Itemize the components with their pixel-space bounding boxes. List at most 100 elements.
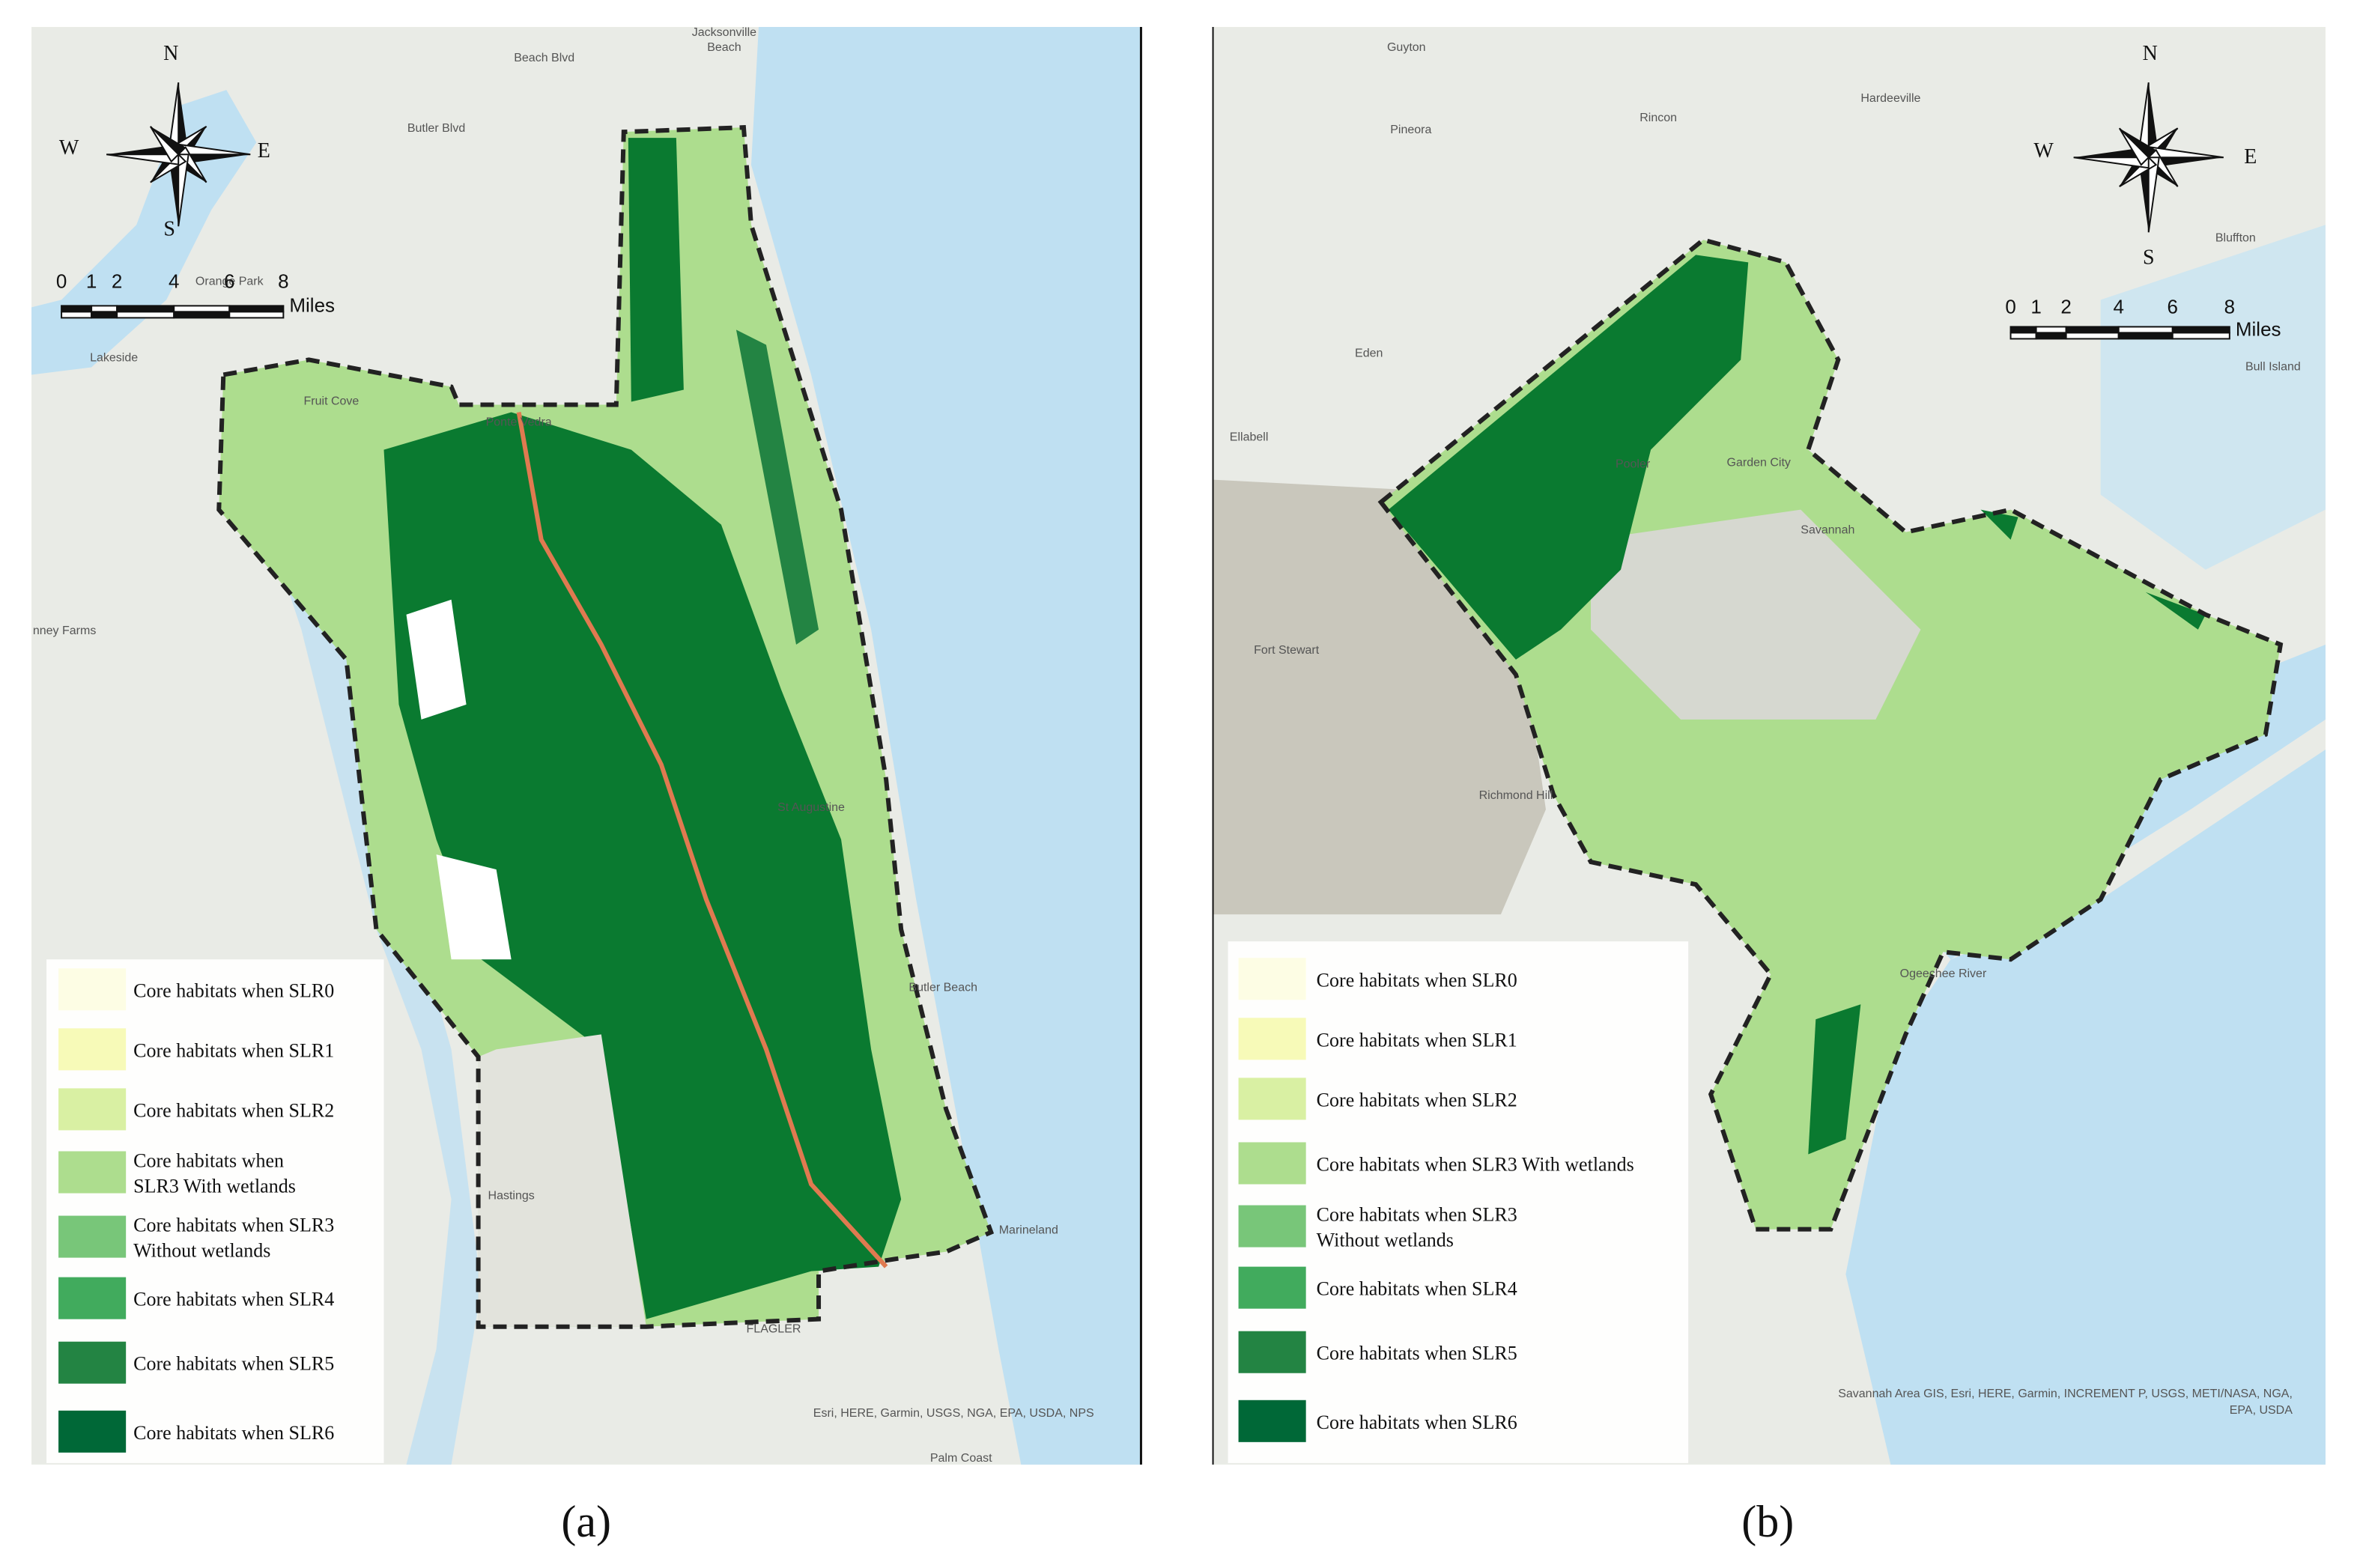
place-label: Marineland: [999, 1224, 1058, 1237]
scale-label: 8: [278, 270, 288, 292]
legend-swatch: [58, 1277, 127, 1319]
scale-unit: Miles: [2236, 317, 2281, 340]
scale-unit: Miles: [289, 294, 335, 316]
place-label: Ponte Vedra: [486, 416, 552, 429]
scale-label: 2: [112, 270, 122, 292]
legend-label: Core habitats when SLR3: [1317, 1204, 1517, 1226]
scale-segment: [116, 305, 175, 313]
legend-swatch: [58, 1028, 127, 1071]
legend-swatch: [58, 968, 127, 1011]
legend-swatch: [58, 1151, 127, 1194]
scale-label: 2: [2060, 295, 2071, 317]
place-label: Ellabell: [1230, 431, 1269, 444]
scale-segment: [116, 311, 175, 319]
urban-area: [1591, 509, 1921, 720]
attribution: Esri, HERE, Garmin, USGS, NGA, EPA, USDA…: [813, 1407, 1094, 1420]
scale-segment: [2009, 326, 2037, 334]
legend-label: Core habitats when SLR4: [133, 1289, 334, 1310]
legend-label: Core habitats when SLR1: [133, 1039, 334, 1061]
legend-label: Core habitats when SLR2: [1317, 1089, 1517, 1110]
compass-point: [149, 126, 180, 163]
gap: [478, 1034, 646, 1327]
gap: [406, 599, 467, 720]
legend-swatch: [1238, 1331, 1306, 1373]
place-label: Beach: [707, 41, 741, 54]
scale-segment: [61, 311, 93, 319]
scale-label: 4: [169, 270, 179, 292]
compass-east: E: [258, 139, 270, 162]
legend-label: Core habitats when SLR5: [133, 1353, 334, 1375]
legend-swatch: [58, 1410, 127, 1453]
scale-segment: [91, 305, 118, 313]
scale-label: 1: [86, 270, 97, 292]
compass-point: [106, 154, 180, 165]
scale-segment: [2171, 326, 2230, 334]
compass: [2073, 82, 2224, 233]
place-label: Bluffton: [2215, 231, 2256, 244]
place-label: Pineora: [1390, 124, 1431, 136]
core-habitat: [1388, 255, 1749, 660]
place-label: Ogeechee River: [1900, 967, 1987, 980]
legend-label: Core habitats when SLR3 With wetlands: [1317, 1153, 1634, 1175]
legend-label: Core habitats when: [133, 1149, 284, 1171]
place-label: Richmond Hill: [1479, 789, 1553, 802]
legend-label: SLR3 With wetlands: [133, 1176, 296, 1197]
scale-label: 8: [2224, 295, 2235, 317]
legend-label: Core habitats when SLR6: [1317, 1411, 1517, 1433]
highway: [516, 412, 888, 1268]
core-habitat: [383, 412, 902, 1319]
legend-label: Core habitats when SLR4: [1317, 1278, 1517, 1300]
scale-segment: [228, 311, 285, 319]
scale-segment: [61, 305, 93, 313]
legend-swatch: [1238, 1266, 1306, 1309]
scale-segment: [2065, 332, 2120, 340]
scale-label: 6: [224, 270, 234, 292]
legend-swatch: [58, 1341, 127, 1384]
scale-segment: [91, 311, 118, 319]
place-label: Hastings: [488, 1190, 535, 1203]
boundary: [1377, 237, 2284, 1232]
place-label: Rincon: [1639, 112, 1677, 124]
scale-label: 0: [56, 270, 67, 292]
legend-swatch: [1238, 1400, 1306, 1442]
compass-point: [2119, 128, 2156, 158]
core-habitat: [1980, 509, 2018, 540]
compass-point: [2138, 157, 2149, 233]
legend-label: Core habitats when SLR1: [1317, 1029, 1517, 1051]
compass-south: S: [2143, 246, 2155, 269]
compass-west: W: [59, 136, 79, 159]
compass-point: [2118, 127, 2150, 166]
scale-label: 4: [2113, 295, 2123, 317]
place-label: Pooler: [1616, 458, 1651, 471]
gap: [436, 854, 512, 960]
compass-point: [150, 126, 186, 155]
attribution: Savannah Area GIS, Esri, HERE, Garmin, I…: [1838, 1388, 2293, 1400]
compass-point: [178, 154, 189, 227]
legend-label: Core habitats when SLR0: [1317, 969, 1517, 991]
legend-label: Core habitats when SLR2: [133, 1099, 334, 1121]
compass-point: [2147, 157, 2160, 233]
scale-segment: [2171, 332, 2230, 340]
scale-label: 1: [2030, 295, 2041, 317]
legend-swatch: [58, 1088, 127, 1131]
attribution: EPA, USDA: [2230, 1404, 2293, 1417]
legend-label: Without wetlands: [1317, 1230, 1454, 1251]
place-label: Fort Stewart: [1254, 644, 1320, 657]
place-label: FLAGLER: [747, 1323, 801, 1336]
legend-swatch: [58, 1215, 127, 1258]
compass-north: N: [163, 42, 178, 65]
place-label: Garden City: [1727, 457, 1791, 470]
scale-segment: [2035, 326, 2067, 334]
panel-caption: (b): [1741, 1496, 1794, 1546]
legend-swatch: [1238, 1142, 1306, 1185]
compass-south: S: [163, 217, 175, 240]
scale-segment: [173, 311, 231, 319]
place-label: Orange Park: [195, 275, 264, 288]
place-label: Butler Blvd: [407, 122, 465, 135]
scale-label: 6: [2168, 295, 2178, 317]
place-label: Butler Beach: [908, 981, 977, 994]
place-label: Hardeeville: [1860, 92, 1920, 105]
core-habitat: [1808, 1004, 1861, 1155]
compass-north: N: [2143, 42, 2158, 65]
scale-segment: [173, 305, 231, 313]
